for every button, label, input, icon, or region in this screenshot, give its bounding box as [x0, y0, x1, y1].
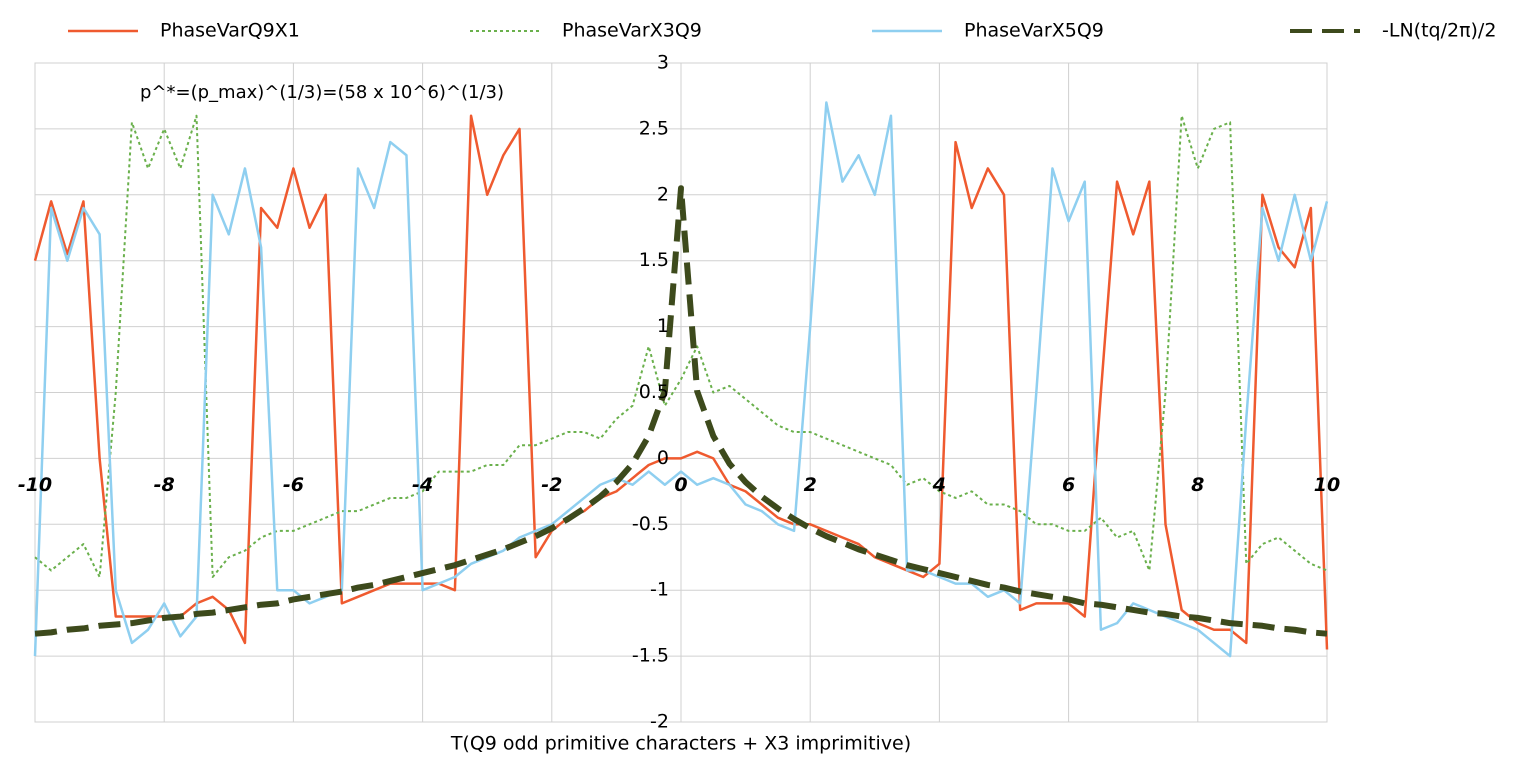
series-line — [33, 101, 1329, 658]
legend-label: PhaseVarX3Q9 — [562, 20, 702, 42]
series-lines — [33, 101, 1329, 658]
y-tick-label: 0.5 — [639, 381, 669, 403]
series-line — [33, 114, 1329, 650]
x-tick-label: 4 — [932, 474, 946, 496]
x-axis-title: T(Q9 odd primitive characters + X3 impri… — [450, 733, 911, 755]
x-tick-label: -10 — [18, 474, 52, 496]
series-line — [34, 185, 1328, 637]
x-tick-label: 6 — [1062, 474, 1075, 496]
x-tick-label: -8 — [154, 474, 175, 496]
series-line — [34, 114, 1328, 579]
y-tick-label: 2.5 — [639, 117, 669, 139]
x-tick-label: -4 — [412, 474, 433, 496]
legend-label: PhaseVarX5Q9 — [964, 20, 1104, 42]
y-tick-label: 0 — [657, 447, 669, 469]
y-tick-label: 1.5 — [639, 249, 669, 271]
y-tick-label: -2 — [650, 711, 669, 733]
legend: PhaseVarQ9X1 PhaseVarX3Q9 PhaseVarX5Q9 -LN(… — [68, 20, 1496, 42]
y-tick-label: 1 — [657, 315, 669, 337]
legend-label: -LN(tq/2π)/2 — [1382, 20, 1496, 42]
x-tick-label: -6 — [283, 474, 304, 496]
y-tick-label: -1 — [650, 579, 669, 601]
annotation: p^*=(p_max)^(1/3)=(58 x 10^6)^(1/3) — [140, 82, 504, 103]
y-tick-label: 2 — [657, 183, 669, 205]
x-tick-label: 8 — [1191, 474, 1204, 496]
x-tick-label: 2 — [804, 474, 817, 496]
x-tick-label: -2 — [541, 474, 562, 496]
y-tick-label: -1.5 — [632, 645, 669, 667]
x-tick-label: 10 — [1314, 474, 1340, 496]
y-tick-label: -0.5 — [632, 513, 669, 535]
legend-label: PhaseVarQ9X1 — [160, 20, 300, 42]
x-tick-label: 0 — [674, 474, 687, 496]
tick-labels: 32.521.510.50-0.5-1-1.5-2-10 -8 -6 -4 -2 0 2 4 6… — [18, 52, 1340, 733]
y-tick-label: 3 — [657, 52, 669, 74]
